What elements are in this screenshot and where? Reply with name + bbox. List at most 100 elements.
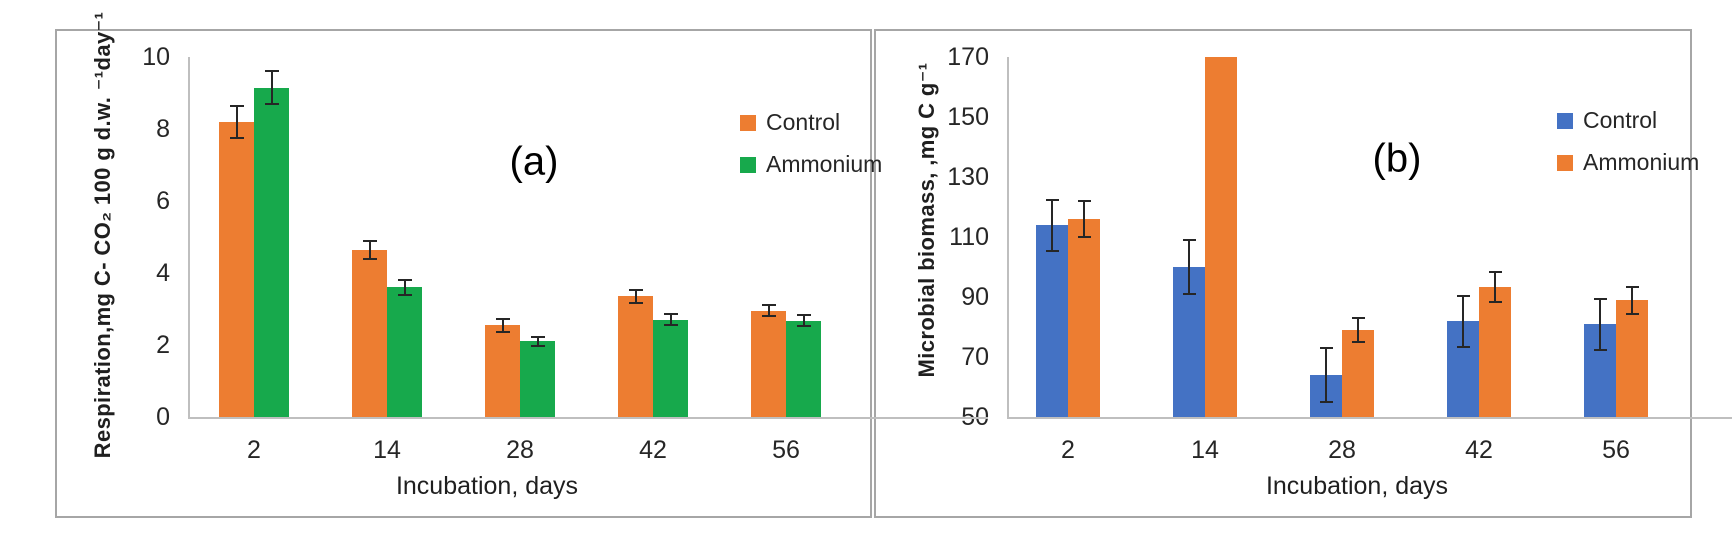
y-axis-line xyxy=(1007,57,1009,419)
bar-ammonium-day-2 xyxy=(1068,219,1100,417)
bar-ammonium-day-14 xyxy=(1205,57,1237,417)
legend-swatch-control xyxy=(1557,112,1573,129)
error-bar-control-day-2-line xyxy=(1051,199,1053,251)
legend-item-control: Control xyxy=(1557,109,1699,132)
x-axis-line xyxy=(188,417,988,419)
bar-control-day-28 xyxy=(485,325,520,417)
error-bar-control-day-14-cap-bottom xyxy=(362,257,377,260)
x-tick-28: 28 xyxy=(1328,436,1356,464)
y-tick-4: 4 xyxy=(156,259,170,287)
error-bar-control-day-2-cap-top xyxy=(1045,198,1059,201)
legend-swatch-ammonium xyxy=(1557,154,1573,171)
x-tick-42: 42 xyxy=(1465,436,1493,464)
x-tick-28: 28 xyxy=(506,436,534,464)
error-bar-control-day-56-line xyxy=(767,305,770,317)
error-bar-control-day-42-line xyxy=(1462,295,1464,347)
error-bar-ammonium-day-42-cap-bottom xyxy=(1488,300,1502,303)
error-bar-ammonium-day-2-cap-bottom xyxy=(1077,236,1091,238)
y-tick-130: 130 xyxy=(947,163,989,191)
panel-label-a: (a) xyxy=(509,139,559,184)
y-tick-8: 8 xyxy=(156,115,170,143)
error-bar-ammonium-day-42-line xyxy=(669,314,672,326)
error-bar-ammonium-day-14-cap-top xyxy=(397,279,412,282)
error-bar-control-day-56-cap-top xyxy=(761,304,776,307)
legend-label-control: Control xyxy=(766,109,841,135)
y-tick-110: 110 xyxy=(949,223,989,251)
error-bar-ammonium-day-56-line xyxy=(802,315,805,326)
chart-panel-b: Microbial biomass, ,mg C g⁻¹ (b) 50 70 90 1… xyxy=(874,29,1732,518)
error-bar-ammonium-day-2-cap-top xyxy=(264,70,279,73)
error-bar-control-day-14-cap-bottom xyxy=(1182,293,1196,295)
legend: Control Ammonium xyxy=(740,111,882,195)
y-tick-6: 6 xyxy=(156,187,170,215)
bar-ammonium-day-2 xyxy=(254,87,289,417)
x-tick-56: 56 xyxy=(1602,436,1630,464)
error-bar-control-day-28-cap-top xyxy=(1319,347,1333,349)
error-bar-control-day-28-line xyxy=(1325,348,1327,402)
error-bar-control-day-56-line xyxy=(1599,298,1601,350)
plot-area: 0 2 4 6 8 10 2 14 28 42 56 xyxy=(57,31,988,516)
legend-item-ammonium: Ammonium xyxy=(740,153,882,176)
bar-ammonium-day-28 xyxy=(1342,330,1374,417)
error-bar-control-day-42-cap-bottom xyxy=(628,301,643,304)
error-bar-ammonium-day-56-line xyxy=(1631,286,1633,314)
error-bar-control-day-42-cap-top xyxy=(628,289,643,292)
error-bar-control-day-28-cap-top xyxy=(495,317,510,320)
legend: Control Ammonium xyxy=(1557,109,1699,193)
error-bar-ammonium-day-42-cap-bottom xyxy=(663,324,678,327)
error-bar-ammonium-day-28-cap-top xyxy=(1351,317,1365,319)
error-bar-ammonium-day-14-line xyxy=(403,280,406,295)
error-bar-ammonium-day-28-line xyxy=(536,336,539,347)
error-bar-control-day-42-line xyxy=(634,290,637,303)
bar-ammonium-day-42 xyxy=(1479,286,1511,417)
bar-ammonium-day-56 xyxy=(786,320,821,417)
bar-ammonium-day-56 xyxy=(1616,300,1648,417)
bar-ammonium-day-42 xyxy=(653,319,688,417)
bar-control-day-2 xyxy=(219,121,254,417)
error-bar-ammonium-day-56-cap-top xyxy=(1625,285,1639,288)
y-tick-2: 2 xyxy=(156,331,170,359)
error-bar-control-day-14-line xyxy=(368,240,371,259)
error-bar-control-day-2-cap-bottom xyxy=(229,137,244,139)
error-bar-control-day-28-cap-bottom xyxy=(495,330,510,333)
legend-item-control: Control xyxy=(740,111,882,134)
error-bar-control-day-14-cap-top xyxy=(362,239,377,242)
error-bar-ammonium-day-56-cap-top xyxy=(796,314,811,317)
error-bar-control-day-14-cap-top xyxy=(1182,239,1196,241)
y-tick-0: 0 xyxy=(156,403,170,431)
error-bar-ammonium-day-14-cap-bottom xyxy=(397,293,412,296)
error-bar-ammonium-day-28-cap-bottom xyxy=(530,345,545,348)
error-bar-control-day-28-cap-bottom xyxy=(1319,401,1333,403)
y-tick-70: 70 xyxy=(961,343,989,371)
error-bar-control-day-28-line xyxy=(501,318,504,332)
error-bar-ammonium-day-2-line xyxy=(270,71,273,104)
error-bar-ammonium-day-56-cap-bottom xyxy=(796,324,811,327)
bar-control-day-42 xyxy=(618,296,653,417)
x-tick-2: 2 xyxy=(1061,436,1075,464)
error-bar-control-day-56-cap-bottom xyxy=(761,315,776,318)
error-bar-ammonium-day-42-cap-top xyxy=(663,313,678,316)
x-tick-14: 14 xyxy=(1191,436,1219,464)
panel-label-b: (b) xyxy=(1372,136,1422,181)
legend-swatch-control xyxy=(740,114,756,131)
legend-item-ammonium: Ammonium xyxy=(1557,151,1699,174)
error-bar-control-day-56-cap-bottom xyxy=(1593,348,1607,351)
y-tick-90: 90 xyxy=(961,283,989,311)
bar-ammonium-day-28 xyxy=(520,341,555,417)
x-tick-14: 14 xyxy=(373,436,401,464)
error-bar-ammonium-day-28-line xyxy=(1357,318,1359,342)
error-bar-ammonium-day-2-cap-top xyxy=(1077,200,1091,202)
error-bar-ammonium-day-2-line xyxy=(1083,201,1085,237)
bar-control-day-14 xyxy=(352,249,387,417)
error-bar-ammonium-day-56-cap-bottom xyxy=(1625,312,1639,315)
y-tick-150: 150 xyxy=(947,103,989,131)
error-bar-control-day-56-cap-top xyxy=(1593,297,1607,300)
legend-swatch-ammonium xyxy=(740,156,756,173)
error-bar-ammonium-day-28-cap-top xyxy=(530,335,545,338)
error-bar-ammonium-day-42-cap-top xyxy=(1488,270,1502,273)
bar-control-day-56 xyxy=(751,310,786,417)
plot-area: 50 70 90 110 130 150 170 2 14 28 42 56 xyxy=(876,31,1732,516)
error-bar-ammonium-day-28-cap-bottom xyxy=(1351,341,1365,343)
error-bar-ammonium-day-2-cap-bottom xyxy=(264,102,279,105)
